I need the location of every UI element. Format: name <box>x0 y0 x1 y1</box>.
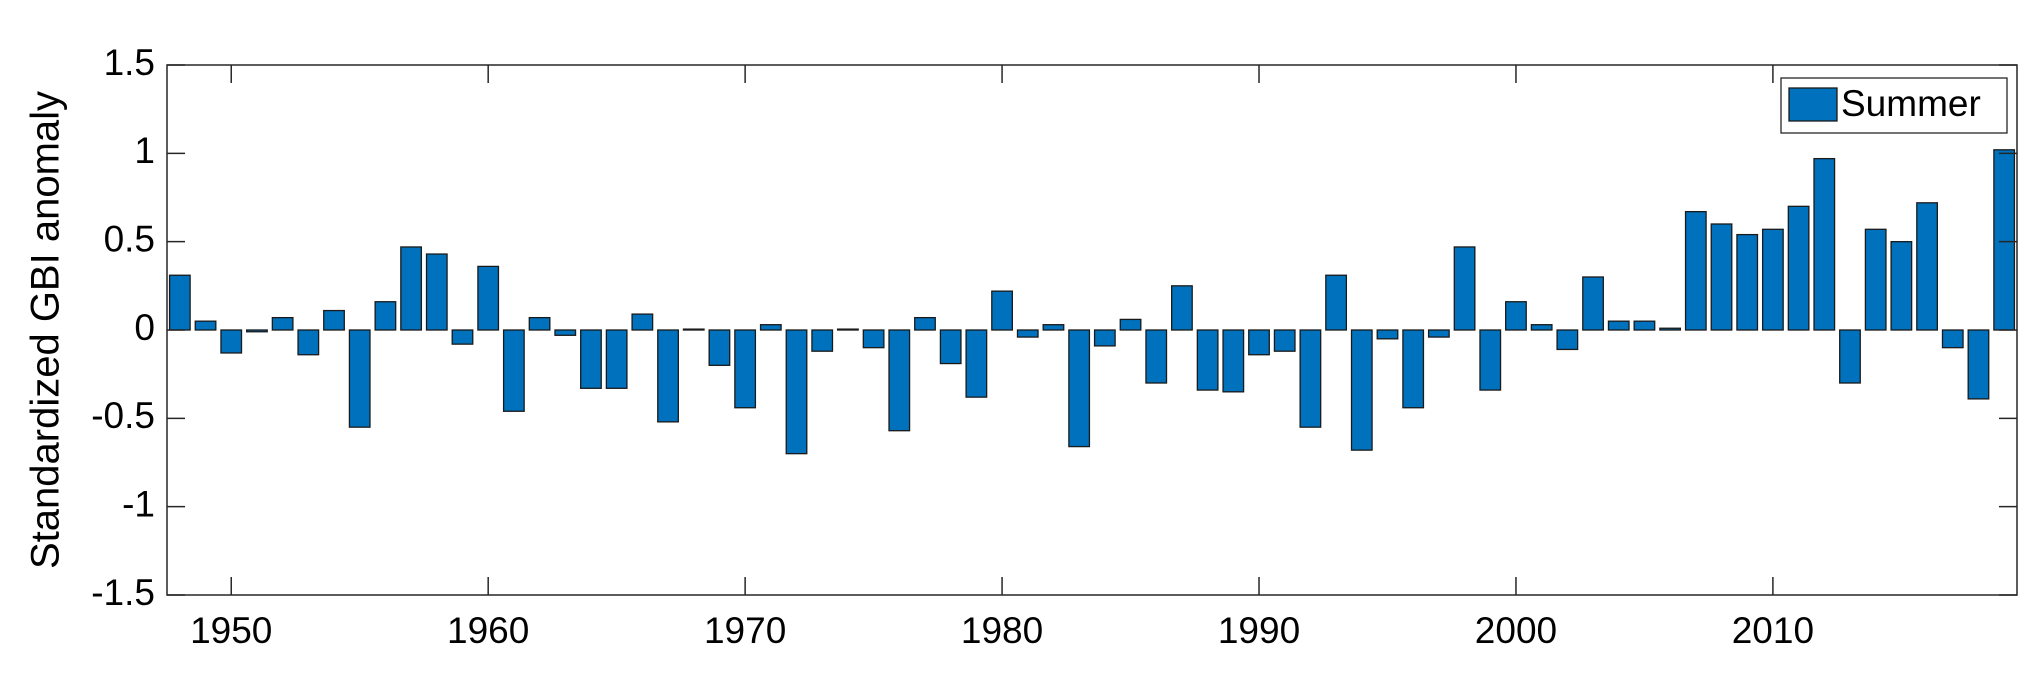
bar <box>1376 329 1399 340</box>
bar <box>939 329 962 365</box>
legend-swatch <box>1788 87 1838 122</box>
bar <box>1736 233 1759 331</box>
bar <box>348 329 371 428</box>
x-tick-label: 1980 <box>961 610 1043 651</box>
bar <box>1916 202 1938 331</box>
bar <box>1607 320 1630 331</box>
bar <box>1941 329 1964 349</box>
x-tick-label: 1950 <box>190 610 272 651</box>
x-tick-label: 1990 <box>1218 610 1300 651</box>
bar <box>1864 228 1887 331</box>
bar <box>1684 210 1707 331</box>
bar <box>708 329 731 366</box>
bar <box>297 329 320 356</box>
bar <box>554 329 577 336</box>
bar <box>451 329 474 345</box>
bar <box>323 309 345 331</box>
bar <box>1016 329 1039 338</box>
bar <box>1427 329 1450 338</box>
bar <box>1042 324 1065 331</box>
bar <box>836 328 859 331</box>
bar <box>1530 324 1553 331</box>
bar <box>194 320 217 331</box>
bar <box>965 329 988 398</box>
bar <box>1453 246 1476 331</box>
bar <box>1402 329 1425 409</box>
x-tick-label: 2000 <box>1475 610 1557 651</box>
bar <box>657 329 679 423</box>
bar <box>1325 274 1348 331</box>
bar <box>1196 329 1219 391</box>
bar <box>734 329 757 409</box>
bar <box>1171 285 1193 331</box>
bar <box>580 329 602 389</box>
y-tick-label: 1.5 <box>104 42 155 83</box>
bar <box>1787 205 1810 331</box>
bar <box>1350 329 1373 451</box>
bar <box>1890 241 1913 331</box>
bar <box>1839 329 1861 384</box>
bar <box>1659 327 1682 331</box>
bar <box>862 329 885 349</box>
y-tick-label: 1 <box>134 130 155 171</box>
bar <box>1993 149 2016 331</box>
bar <box>1967 329 1990 400</box>
bar <box>785 329 808 455</box>
bar <box>1556 329 1579 351</box>
bar <box>374 301 397 331</box>
bar <box>425 253 448 331</box>
y-tick-label: -1 <box>122 483 155 524</box>
bar <box>168 274 191 331</box>
plot-frame <box>166 64 2018 596</box>
bar <box>682 328 705 331</box>
bar <box>631 313 654 331</box>
bar <box>246 329 268 333</box>
bar <box>888 329 911 432</box>
bar <box>1273 329 1296 352</box>
bar <box>1248 329 1270 356</box>
bar <box>1710 223 1733 331</box>
y-tick-label: 0.5 <box>104 218 155 259</box>
legend-label: Summer <box>1841 83 1981 124</box>
bar <box>914 316 936 331</box>
bar <box>1222 329 1245 393</box>
y-tick-label: -1.5 <box>91 572 155 613</box>
bar <box>220 329 243 354</box>
y-axis-label: Standardized GBI anomaly <box>24 91 68 569</box>
bar <box>605 329 628 389</box>
x-tick-label: 1960 <box>447 610 529 651</box>
bar <box>1761 228 1784 331</box>
y-tick-label: -0.5 <box>91 395 155 436</box>
bar <box>1633 320 1656 331</box>
bar <box>1093 329 1116 347</box>
bar <box>811 329 834 352</box>
bar <box>528 316 551 331</box>
bar <box>502 329 525 412</box>
bar <box>1145 329 1168 384</box>
bar <box>1582 276 1604 331</box>
bar <box>991 290 1013 331</box>
bar <box>1813 157 1836 331</box>
y-tick-label: 0 <box>134 307 155 348</box>
bar <box>1119 318 1142 331</box>
bar <box>477 265 500 331</box>
bar <box>1299 329 1322 428</box>
x-tick-label: 2010 <box>1732 610 1814 651</box>
x-tick-label: 1970 <box>704 610 786 651</box>
bar <box>271 316 294 331</box>
bar <box>1479 329 1502 391</box>
bar <box>759 324 782 331</box>
bar <box>1505 301 1527 331</box>
bar <box>1068 329 1091 448</box>
bar <box>400 246 423 331</box>
